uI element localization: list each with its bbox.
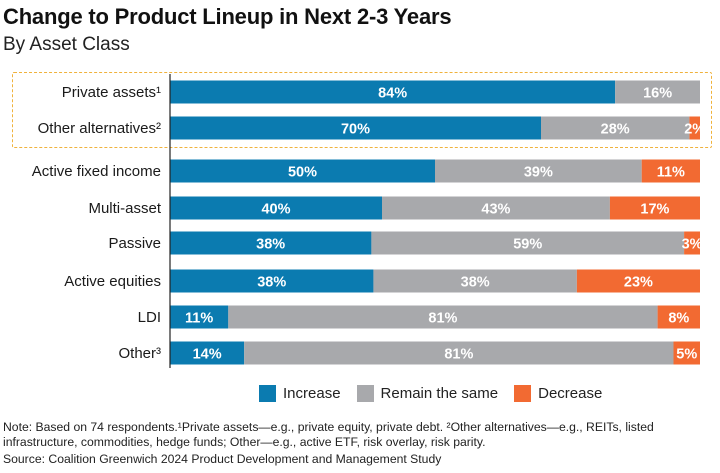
data-label: 11% <box>657 165 685 181</box>
bar-segment-decrease <box>609 196 700 220</box>
bar-segment-remain-the-same <box>615 80 700 104</box>
data-label: 14% <box>193 347 222 363</box>
category-label: Active equities <box>64 273 161 290</box>
source-line: Source: Coalition Greenwich 2024 Product… <box>3 452 442 466</box>
category-label: Multi-asset <box>88 200 161 217</box>
legend-item-remain: Remain the same <box>356 384 499 402</box>
category-label: Other³ <box>118 345 161 362</box>
data-label: 16% <box>643 86 672 102</box>
stacked-bar-chart: Private assets¹ 84% 16% Other alternatives²… <box>31 74 705 368</box>
legend-item-decrease: Decrease <box>514 384 603 402</box>
data-label: 38% <box>257 275 286 291</box>
bar-segment-increase <box>170 159 435 183</box>
bar-segment-increase <box>170 341 245 365</box>
data-label: 8% <box>668 311 689 327</box>
data-label: 59% <box>513 237 542 253</box>
data-label: 50% <box>288 165 317 181</box>
data-label: 39% <box>524 165 553 181</box>
bar-segment-decrease <box>657 305 700 329</box>
bar-segment-remain-the-same <box>244 341 674 365</box>
bar-segment-remain-the-same <box>435 159 642 183</box>
bar-segment-increase <box>170 231 372 255</box>
category-label: Passive <box>108 235 161 252</box>
data-label: 11% <box>185 311 213 327</box>
bar-segment-increase <box>170 116 541 140</box>
bar-segment-decrease <box>684 231 700 255</box>
highlight-box <box>12 72 712 148</box>
bar-segment-increase <box>170 305 229 329</box>
data-label: 2% <box>684 122 705 138</box>
data-label: 81% <box>428 311 457 327</box>
data-label: 43% <box>481 202 510 218</box>
legend-label-decrease: Decrease <box>538 384 603 402</box>
bar-segment-decrease <box>689 116 700 140</box>
legend: Increase Remain the same Decrease <box>259 383 618 403</box>
data-label: 17% <box>640 202 669 218</box>
legend-item-increase: Increase <box>259 384 341 402</box>
chart-title: Change to Product Lineup in Next 2-3 Yea… <box>3 4 452 29</box>
data-label: 38% <box>256 237 285 253</box>
bar-segment-increase <box>170 196 382 220</box>
data-label: 38% <box>461 275 490 291</box>
category-label: LDI <box>138 309 161 326</box>
data-label: 23% <box>624 275 653 291</box>
bar-segment-remain-the-same <box>373 269 577 293</box>
legend-label-remain: Remain the same <box>380 384 499 402</box>
legend-swatch-decrease <box>514 384 532 402</box>
data-label: 70% <box>341 122 370 138</box>
bar-segment-remain-the-same <box>382 196 610 220</box>
bar-segment-increase <box>170 269 374 293</box>
data-label: 3% <box>682 237 703 253</box>
category-label: Private assets¹ <box>62 84 161 101</box>
legend-swatch-increase <box>259 384 276 402</box>
bar-segment-remain-the-same <box>228 305 658 329</box>
data-label: 28% <box>601 122 630 138</box>
data-label: 5% <box>676 347 697 363</box>
legend-label-increase: Increase <box>283 384 341 402</box>
chart-subtitle: By Asset Class <box>3 34 130 55</box>
category-label: Active fixed income <box>32 163 161 180</box>
footnote: Note: Based on 74 respondents.¹Private a… <box>3 420 654 449</box>
bar-segment-decrease <box>673 341 700 365</box>
data-label: 84% <box>378 86 407 102</box>
data-label: 81% <box>444 347 473 363</box>
legend-swatch-remain <box>356 384 374 402</box>
category-label: Other alternatives² <box>38 120 161 137</box>
bar-segment-increase <box>170 80 616 104</box>
bar-segment-remain-the-same <box>371 231 685 255</box>
data-label: 40% <box>261 202 290 218</box>
bar-segment-remain-the-same <box>541 116 690 140</box>
bar-segment-decrease <box>576 269 700 293</box>
bar-segment-decrease <box>641 159 700 183</box>
